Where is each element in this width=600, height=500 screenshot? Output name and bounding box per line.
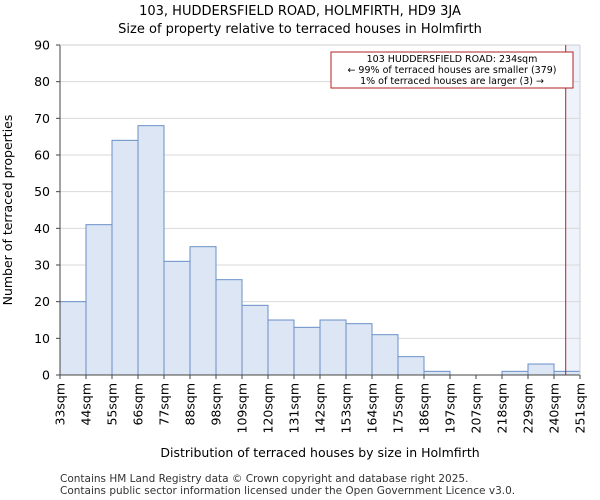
footer-licence: Contains public sector information licen… <box>60 485 516 497</box>
y-tick-label: 40 <box>34 221 50 236</box>
chart-title: 103, HUDDERSFIELD ROAD, HOLMFIRTH, HD9 3… <box>139 4 461 19</box>
histogram-bar <box>85 224 113 376</box>
y-tick-label: 90 <box>34 38 50 53</box>
y-tick-label: 20 <box>34 294 50 309</box>
x-tick-label: 131sqm <box>287 383 302 433</box>
x-tick-label: 77sqm <box>157 383 172 426</box>
x-tick-label: 164sqm <box>365 383 380 433</box>
x-tick-label: 33sqm <box>53 383 68 426</box>
histogram-bar <box>371 334 399 376</box>
y-axis-label: Number of terraced properties <box>0 115 15 306</box>
histogram-bar <box>501 370 529 376</box>
histogram-bar <box>527 363 555 376</box>
y-tick-label: 50 <box>34 184 50 199</box>
x-tick-label: 120sqm <box>261 383 276 433</box>
y-tick-label: 70 <box>34 111 50 126</box>
x-tick-label: 98sqm <box>209 383 224 426</box>
x-tick-label: 240sqm <box>547 383 562 433</box>
annotation-line-1: 103 HUDDERSFIELD ROAD: 234sqm <box>367 54 538 65</box>
y-tick-label: 0 <box>42 368 50 383</box>
x-tick-label: 88sqm <box>183 383 198 426</box>
x-tick-label: 44sqm <box>79 383 94 426</box>
x-axis-label: Distribution of terraced houses by size … <box>160 445 479 460</box>
annotation-box: 103 HUDDERSFIELD ROAD: 234sqm ← 99% of t… <box>330 51 574 89</box>
histogram-bar <box>215 279 243 376</box>
x-tick-label: 197sqm <box>443 383 458 433</box>
histogram-bar <box>137 125 165 376</box>
histogram-bar <box>345 323 373 376</box>
x-tick-label: 186sqm <box>417 383 432 433</box>
x-tick-label: 142sqm <box>313 383 328 433</box>
histogram-bar <box>397 356 425 376</box>
x-tick-label: 207sqm <box>469 383 484 433</box>
annotation-line-2: ← 99% of terraced houses are smaller (37… <box>347 65 556 76</box>
larger-region-highlight <box>565 45 580 375</box>
histogram-bar <box>553 370 581 376</box>
histogram-bar <box>59 301 87 376</box>
histogram-bar <box>423 370 451 376</box>
histogram-bar <box>267 319 295 376</box>
y-tick-label: 80 <box>34 74 50 89</box>
x-tick-label: 175sqm <box>391 383 406 433</box>
x-tick-label: 153sqm <box>339 383 354 433</box>
x-tick-label: 109sqm <box>235 383 250 433</box>
histogram-bar <box>293 326 321 376</box>
histogram-bar <box>163 260 191 376</box>
x-tick-label: 251sqm <box>573 383 588 433</box>
histogram-bar <box>189 246 217 376</box>
histogram-bar <box>319 319 347 376</box>
footer-copyright: Contains HM Land Registry data © Crown c… <box>60 473 469 485</box>
y-tick-label: 10 <box>34 331 50 346</box>
annotation-line-3: 1% of terraced houses are larger (3) → <box>360 76 544 87</box>
histogram-bar <box>111 139 139 376</box>
y-tick-label: 60 <box>34 148 50 163</box>
chart-subtitle: Size of property relative to terraced ho… <box>118 22 482 37</box>
y-tick-label: 30 <box>34 258 50 273</box>
x-tick-label: 218sqm <box>495 383 510 433</box>
x-tick-label: 66sqm <box>131 383 146 426</box>
x-tick-label: 229sqm <box>521 383 536 433</box>
x-tick-label: 55sqm <box>105 383 120 426</box>
histogram-bar <box>241 304 269 376</box>
